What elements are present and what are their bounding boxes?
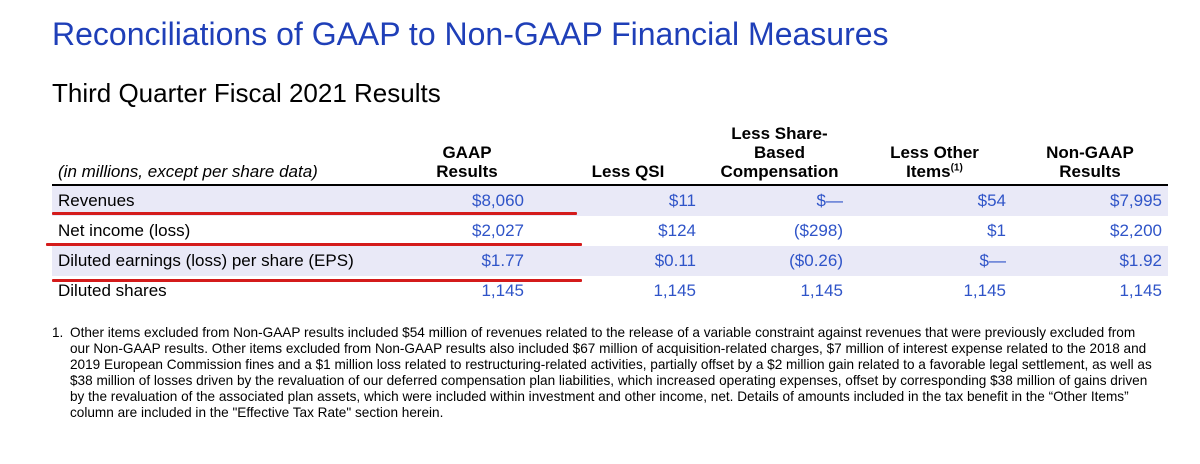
cell-qsi: 1,145 bbox=[653, 281, 696, 300]
column-header-gaap-line2: Results bbox=[436, 162, 498, 181]
column-header-other: Less Other Items(1) bbox=[857, 124, 1012, 186]
red-annotation-underline-eps bbox=[52, 279, 582, 282]
row-label: Diluted shares bbox=[58, 281, 167, 300]
cell-nongaap: $2,200 bbox=[1110, 221, 1162, 240]
row-label: Net income (loss) bbox=[58, 221, 191, 240]
cell-gaap: $2,027 bbox=[472, 221, 524, 240]
cell-other: 1,145 bbox=[963, 281, 1006, 300]
footnote-reference: (1) bbox=[950, 162, 963, 174]
section-subtitle: Third Quarter Fiscal 2021 Results bbox=[52, 78, 441, 108]
column-header-nongaap: Non-GAAP Results bbox=[1012, 124, 1168, 186]
page-title: Reconciliations of GAAP to Non-GAAP Fina… bbox=[52, 16, 889, 52]
cell-gaap: $8,060 bbox=[380, 185, 554, 216]
red-annotation-underline-revenues bbox=[52, 212, 577, 215]
cell-qsi: $0.11 bbox=[554, 246, 702, 276]
cell-gaap: 1,145 bbox=[481, 281, 524, 300]
footnote-number: 1. bbox=[52, 325, 64, 340]
cell-other: $— bbox=[857, 246, 1012, 276]
red-annotation-underline-net-income bbox=[46, 243, 582, 246]
table-row-diluted-shares: Diluted shares 1,145 1,145 1,145 1,145 1… bbox=[52, 276, 1168, 306]
cell-sbc: ($0.26) bbox=[702, 246, 857, 276]
footnote: 1. Other items excluded from Non-GAAP re… bbox=[52, 325, 1152, 421]
row-label: Diluted earnings (loss) per share (EPS) bbox=[52, 246, 380, 276]
column-header-gaap: GAAP Results bbox=[380, 124, 554, 186]
cell-nongaap: 1,145 bbox=[1119, 281, 1162, 300]
cell-sbc: ($298) bbox=[793, 221, 843, 240]
column-header-sbc: Less Share- Based Compensation bbox=[702, 124, 857, 186]
column-header-sbc-line1: Less Share- bbox=[731, 124, 828, 143]
row-label: Revenues bbox=[52, 185, 380, 216]
cell-nongaap: $7,995 bbox=[1012, 185, 1168, 216]
cell-sbc: $— bbox=[702, 185, 857, 216]
cell-other: $54 bbox=[857, 185, 1012, 216]
table-row-revenues: Revenues $8,060 $11 $— $54 $7,995 bbox=[52, 185, 1168, 216]
column-header-gaap-line1: GAAP bbox=[442, 143, 492, 162]
cell-gaap: $1.77 bbox=[380, 246, 554, 276]
column-header-other-line1: Less Other bbox=[890, 143, 979, 162]
cell-sbc: 1,145 bbox=[800, 281, 843, 300]
column-header-qsi-line1: Less QSI bbox=[591, 162, 665, 181]
cell-qsi: $11 bbox=[554, 185, 702, 216]
column-header-nongaap-line1: Non-GAAP bbox=[1046, 143, 1134, 162]
cell-qsi: $124 bbox=[658, 221, 696, 240]
column-header-sbc-line3: Compensation bbox=[720, 162, 839, 181]
column-header-sbc-line2: Based bbox=[753, 143, 806, 162]
cell-other: $1 bbox=[987, 221, 1006, 240]
column-header-nongaap-line2: Results bbox=[1059, 162, 1121, 181]
table-row-diluted-eps: Diluted earnings (loss) per share (EPS) … bbox=[52, 246, 1168, 276]
column-header-other-line2: Items bbox=[906, 162, 951, 181]
table-header-row: (in millions, except per share data) GAA… bbox=[52, 124, 1168, 186]
footnote-text: Other items excluded from Non-GAAP resul… bbox=[70, 325, 1152, 420]
column-header-qsi: Less QSI bbox=[554, 124, 702, 186]
cell-nongaap: $1.92 bbox=[1012, 246, 1168, 276]
units-note: (in millions, except per share data) bbox=[52, 124, 380, 186]
table-row-net-income: Net income (loss) $2,027 $124 ($298) $1 … bbox=[52, 216, 1168, 246]
reconciliation-table: (in millions, except per share data) GAA… bbox=[52, 124, 1168, 306]
